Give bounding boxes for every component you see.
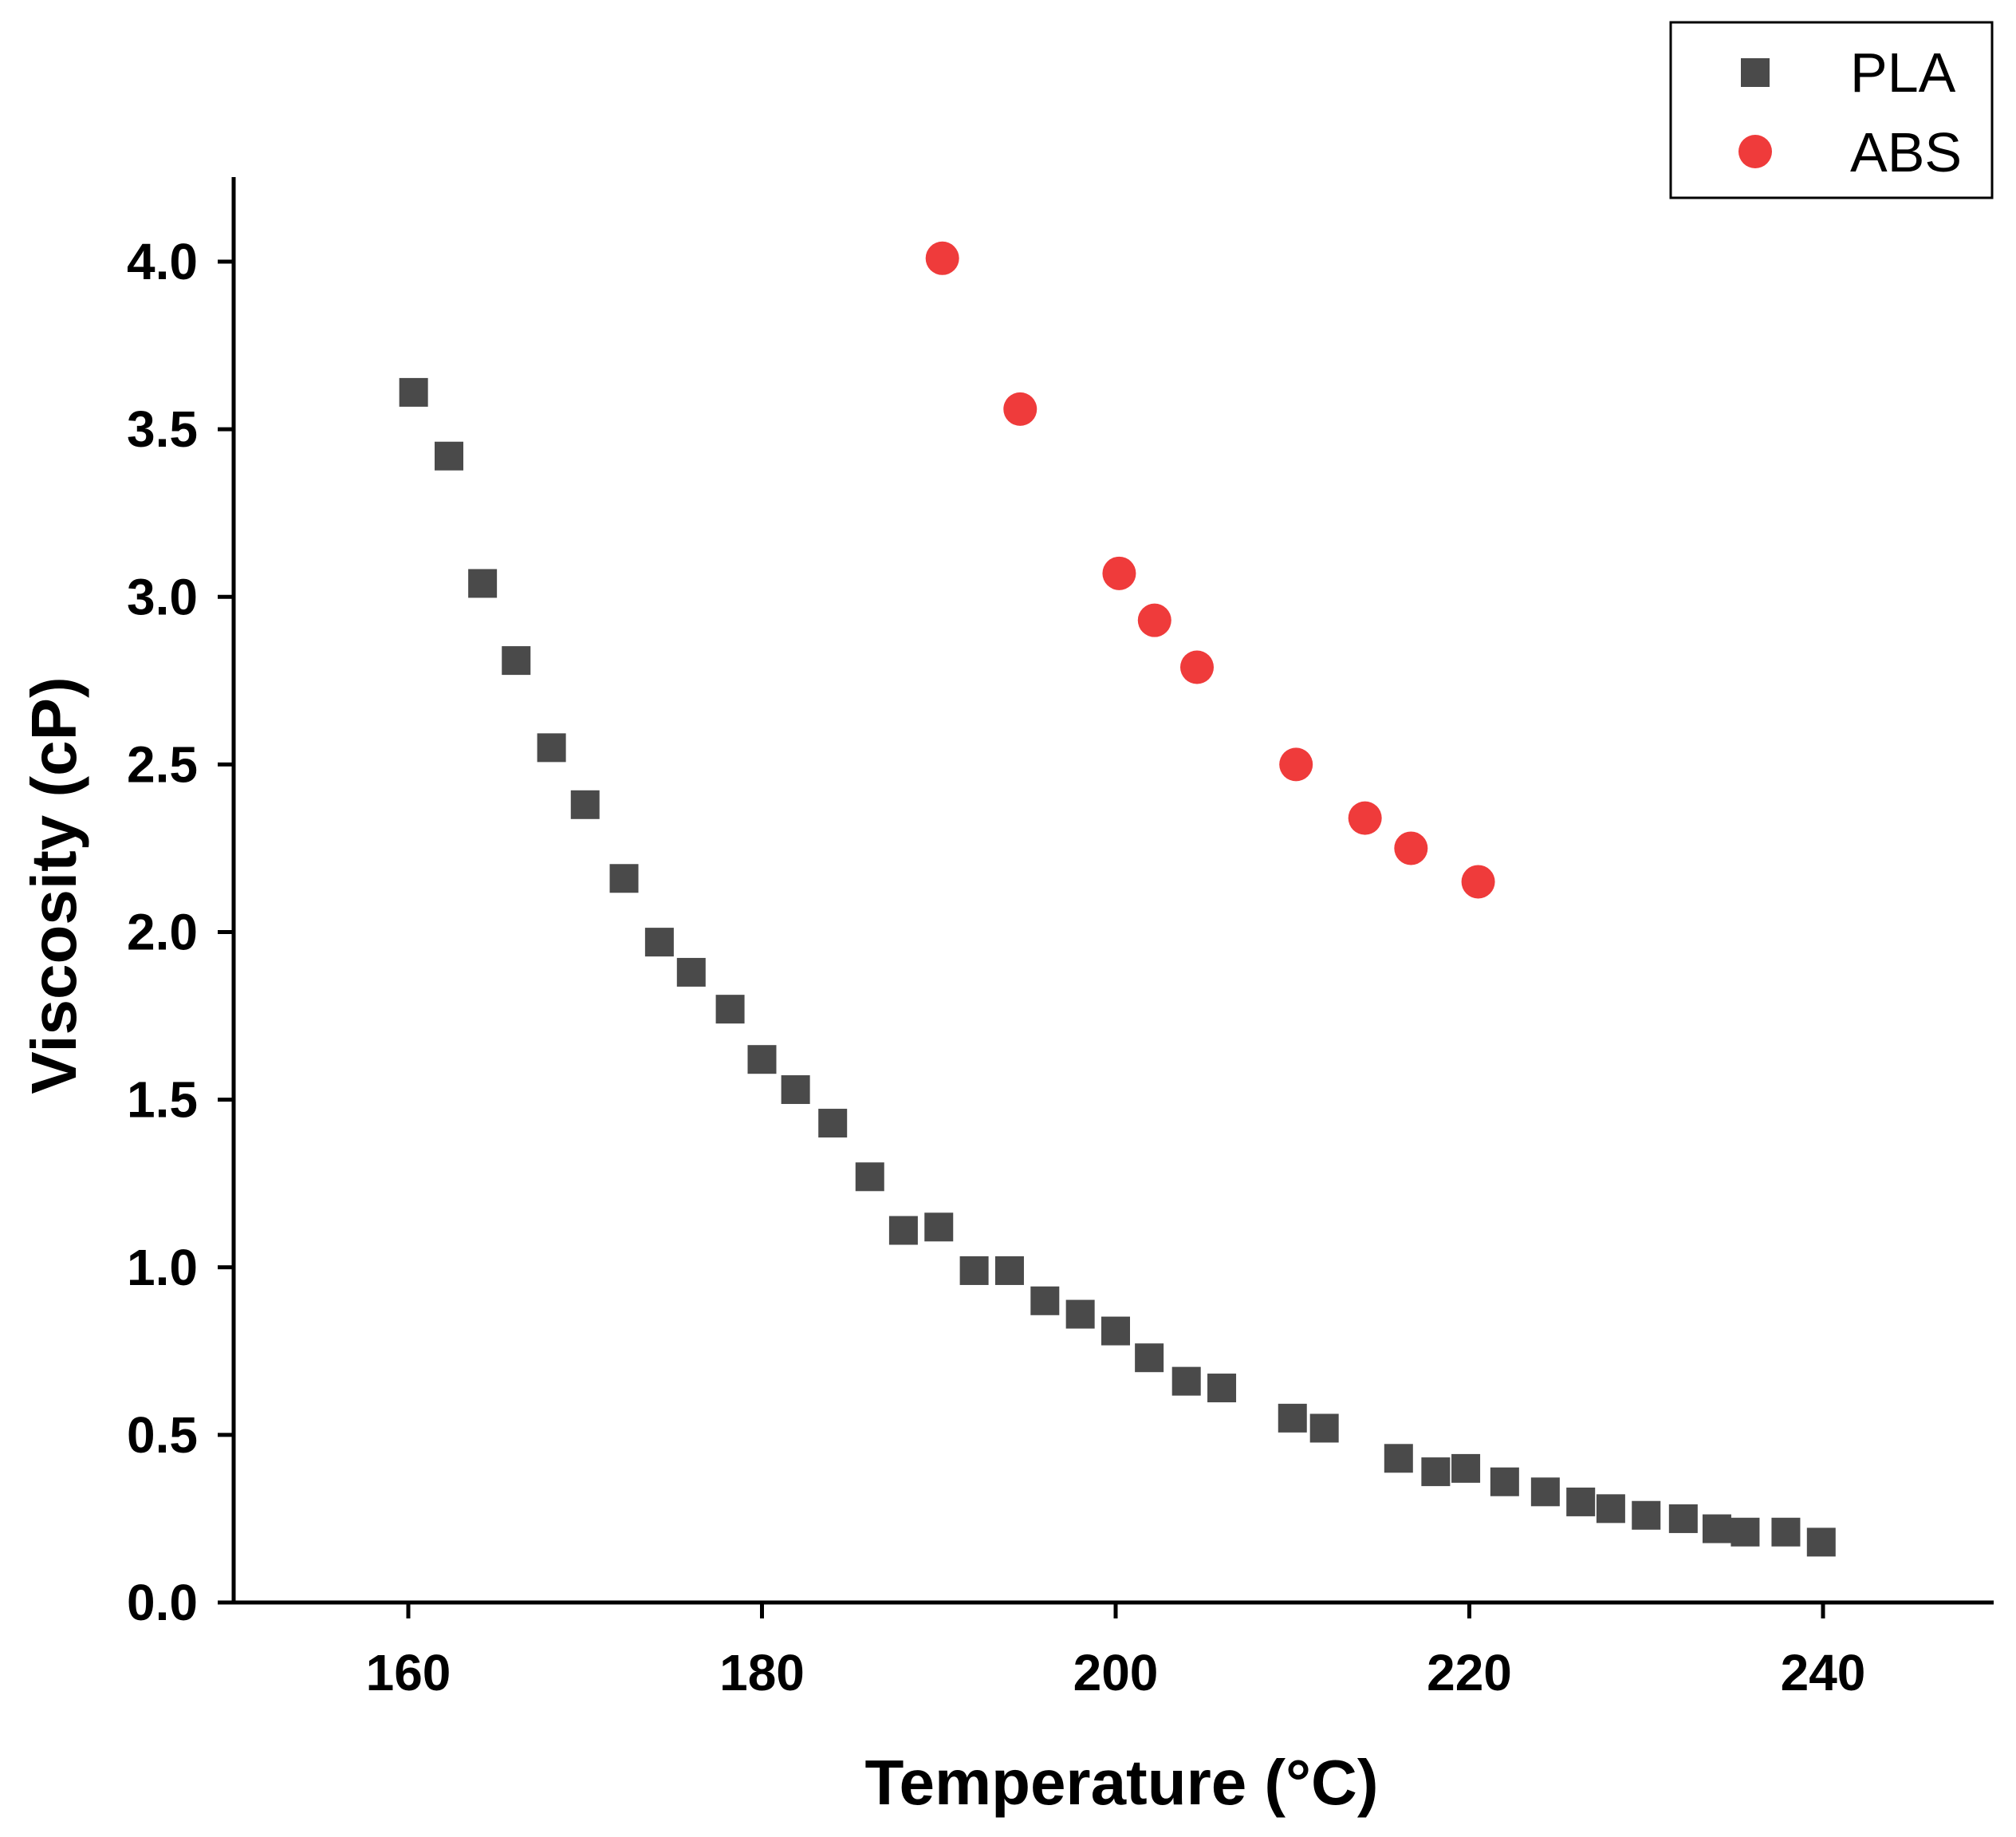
- x-axis-title: Temperature (°C): [865, 1747, 1379, 1818]
- x-tick-label-180: 180: [719, 1644, 805, 1701]
- abs-point-7: [1394, 831, 1428, 865]
- x-axis-ticks: 160 180 200 220 240: [366, 1602, 1866, 1701]
- y-tick-label-2.0: 2.0: [127, 904, 198, 961]
- pla-point-21: [1135, 1343, 1164, 1373]
- pla-point-35: [1702, 1514, 1731, 1543]
- abs-point-4: [1180, 650, 1215, 684]
- y-tick-label-1.0: 1.0: [127, 1239, 198, 1296]
- pla-point-4: [537, 733, 566, 763]
- pla-point-33: [1632, 1500, 1661, 1530]
- y-tick-label-3.5: 3.5: [127, 400, 198, 458]
- y-tick-label-1.5: 1.5: [127, 1071, 198, 1129]
- pla-point-2: [468, 569, 498, 598]
- pla-point-19: [1065, 1299, 1095, 1329]
- axes: [231, 177, 1994, 1605]
- pla-point-10: [747, 1045, 777, 1074]
- pla-point-0: [399, 377, 428, 407]
- pla-point-24: [1278, 1403, 1307, 1433]
- x-tick-label-240: 240: [1781, 1644, 1866, 1701]
- pla-point-27: [1421, 1457, 1451, 1487]
- abs-point-2: [1102, 556, 1136, 590]
- pla-point-38: [1806, 1528, 1836, 1557]
- y-tick-label-0.5: 0.5: [127, 1406, 198, 1464]
- abs-point-0: [925, 241, 959, 275]
- x-tick-label-160: 160: [366, 1644, 451, 1701]
- pla-point-32: [1596, 1494, 1625, 1524]
- legend-marker-pla: [1741, 58, 1770, 87]
- pla-point-13: [855, 1162, 884, 1192]
- pla-point-31: [1566, 1487, 1596, 1516]
- pla-point-9: [715, 995, 745, 1024]
- pla-point-29: [1490, 1467, 1519, 1496]
- pla-point-34: [1668, 1504, 1698, 1533]
- pla-point-26: [1384, 1444, 1413, 1473]
- abs-point-6: [1348, 801, 1382, 835]
- legend-box: [1669, 21, 1994, 199]
- pla-point-18: [1030, 1286, 1060, 1315]
- pla-point-12: [818, 1109, 848, 1138]
- pla-point-1: [435, 441, 464, 471]
- pla-point-8: [676, 957, 706, 987]
- pla-point-25: [1309, 1413, 1339, 1443]
- pla-point-6: [609, 864, 639, 893]
- pla-point-5: [570, 790, 600, 819]
- y-tick-label-0.0: 0.0: [127, 1574, 198, 1631]
- abs-point-1: [1003, 392, 1038, 426]
- abs-point-3: [1137, 603, 1171, 637]
- legend: PLA ABS: [1669, 21, 1994, 199]
- pla-point-16: [959, 1256, 989, 1285]
- pla-point-11: [781, 1075, 810, 1105]
- x-tick-label-200: 200: [1073, 1644, 1159, 1701]
- pla-point-23: [1207, 1374, 1237, 1403]
- y-tick-label-3.0: 3.0: [127, 568, 198, 625]
- pla-point-28: [1451, 1453, 1481, 1483]
- pla-point-3: [502, 646, 531, 676]
- legend-marker-abs: [1738, 135, 1772, 168]
- pla-point-37: [1771, 1517, 1801, 1547]
- pla-point-7: [644, 928, 674, 957]
- legend-label-pla: PLA: [1850, 41, 1956, 104]
- pla-point-20: [1101, 1316, 1130, 1346]
- y-tick-label-2.5: 2.5: [127, 735, 198, 793]
- abs-point-5: [1279, 747, 1313, 782]
- pla-point-17: [994, 1256, 1024, 1285]
- abs-point-8: [1461, 865, 1495, 899]
- data-points: [399, 241, 1836, 1557]
- pla-point-15: [924, 1212, 954, 1242]
- y-axis-ticks: 0.0 0.5 1.0 1.5 2.0 2.5 3.0 3.5 4.0: [127, 233, 234, 1631]
- pla-point-36: [1731, 1517, 1760, 1547]
- pla-point-22: [1171, 1366, 1201, 1396]
- y-tick-label-4.0: 4.0: [127, 233, 198, 290]
- legend-label-abs: ABS: [1850, 121, 1962, 183]
- pla-point-30: [1530, 1477, 1560, 1507]
- pla-point-14: [888, 1216, 918, 1245]
- x-tick-label-220: 220: [1427, 1644, 1512, 1701]
- y-axis-title: Viscosity (cP): [18, 676, 89, 1094]
